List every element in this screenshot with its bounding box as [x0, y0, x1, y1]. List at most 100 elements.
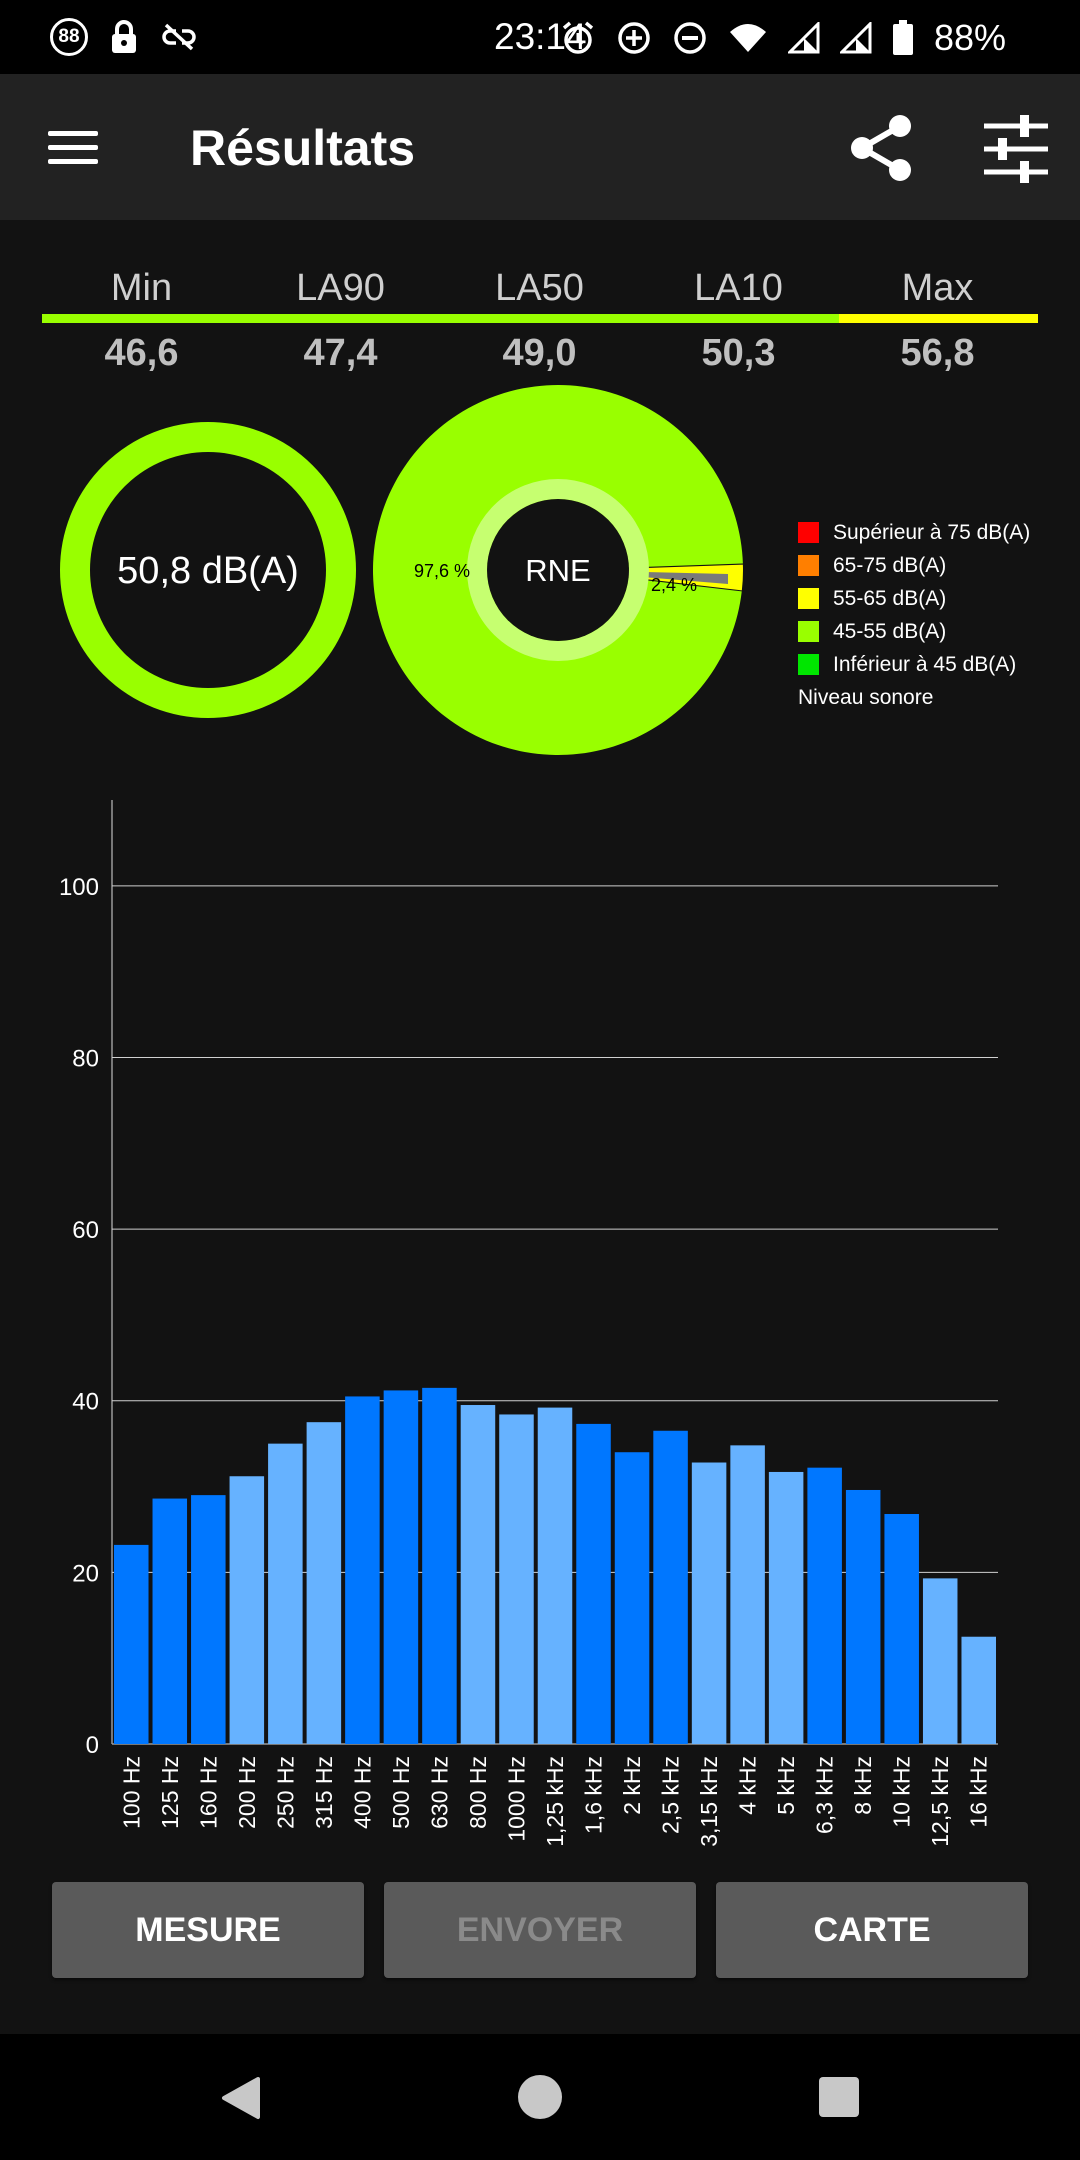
- legend-label: Supérieur à 75 dB(A): [833, 520, 1031, 544]
- legend-label: Inférieur à 45 dB(A): [833, 652, 1017, 676]
- stat-value-max: 56,8: [900, 332, 975, 374]
- legend-item: Inférieur à 45 dB(A): [798, 648, 1078, 681]
- x-tick-label: 5 kHz: [773, 1756, 799, 1815]
- rne-center-label: RNE: [525, 553, 590, 588]
- bar: [614, 1452, 650, 1744]
- y-tick-label: 100: [59, 874, 99, 901]
- y-tick-label: 60: [72, 1217, 99, 1244]
- x-tick-label: 315 Hz: [311, 1756, 337, 1829]
- x-tick-label: 10 kHz: [889, 1756, 915, 1828]
- x-tick-label: 250 Hz: [272, 1756, 298, 1829]
- y-tick-label: 0: [86, 1732, 99, 1759]
- bar: [191, 1495, 226, 1744]
- send-button[interactable]: ENVOYER: [384, 1882, 696, 1978]
- stat-label-la90: LA90: [296, 267, 385, 309]
- legend-label: 65-75 dB(A): [833, 553, 947, 577]
- home-icon[interactable]: [517, 2074, 563, 2120]
- rne-slice-label: 97,6 %: [414, 561, 470, 581]
- bar: [229, 1476, 265, 1744]
- x-tick-label: 2,5 kHz: [658, 1756, 684, 1834]
- data-saver-icon: [618, 22, 650, 54]
- legend-title: Niveau sonore: [798, 686, 934, 709]
- legend-label: 55-65 dB(A): [833, 586, 947, 610]
- bar: [268, 1443, 303, 1744]
- stat-bar-segment: [639, 314, 839, 323]
- bar: [884, 1514, 919, 1744]
- stat-bar-segment: [241, 314, 441, 323]
- speed-badge-icon: 88: [50, 18, 88, 56]
- navigation-bar: [0, 2034, 1080, 2160]
- x-tick-label: 1,25 kHz: [542, 1756, 568, 1847]
- link-off-icon: [162, 23, 196, 51]
- stats-panel: Min LA90 LA50 LA10 Max 46,6 47,4 49,0 50…: [42, 262, 1039, 383]
- x-tick-label: 8 kHz: [850, 1756, 876, 1815]
- bar: [922, 1578, 958, 1744]
- spectrum-bar-chart: 0 20 40 60 80 100 100 Hz 125 Hz 160 Hz 200 Hz 250 …: [59, 800, 998, 1847]
- tune-icon[interactable]: [980, 114, 1052, 184]
- donut-charts: 50,8 dB(A) RNE 97,6 % 2,4 %: [60, 384, 743, 755]
- do-not-disturb-icon: [674, 22, 706, 54]
- bar: [576, 1423, 611, 1744]
- app-bar: Résultats: [0, 74, 1080, 220]
- legend-swatch: [798, 588, 819, 609]
- x-tick-label: 1,6 kHz: [581, 1756, 607, 1834]
- share-icon[interactable]: [844, 110, 920, 186]
- legend-item: 45-55 dB(A): [798, 615, 1078, 648]
- bar: [460, 1405, 496, 1744]
- bar: [152, 1498, 188, 1744]
- stat-label-la10: LA10: [694, 267, 783, 309]
- wifi-icon: [729, 24, 766, 52]
- measure-button[interactable]: MESURE: [52, 1882, 364, 1978]
- battery-icon: [892, 20, 913, 55]
- stat-label-min: Min: [110, 267, 173, 309]
- y-tick-label: 40: [72, 1389, 99, 1416]
- stat-labels: Min LA90 LA50 LA10 Max: [42, 262, 1038, 314]
- status-right-icons: 88%: [560, 10, 1006, 66]
- bar: [845, 1489, 881, 1744]
- legend-swatch: [798, 654, 819, 675]
- stat-value-min: 46,6: [104, 332, 179, 374]
- lock-icon: [112, 20, 136, 53]
- x-tick-label: 630 Hz: [426, 1756, 452, 1829]
- y-tick-label: 20: [72, 1560, 99, 1587]
- signal-icon: [839, 22, 872, 54]
- recents-icon[interactable]: [818, 2076, 860, 2118]
- bar: [383, 1390, 419, 1744]
- action-buttons: MESURE ENVOYER CARTE: [52, 1882, 1028, 1978]
- bar: [691, 1462, 727, 1744]
- battery-percent: 88%: [933, 17, 1006, 58]
- x-tick-label: 400 Hz: [349, 1756, 375, 1829]
- x-tick-label: 16 kHz: [966, 1756, 992, 1828]
- legend: Supérieur à 75 dB(A) 65-75 dB(A) 55-65 d…: [798, 516, 1078, 714]
- x-tick-label: 200 Hz: [234, 1756, 260, 1829]
- x-tick-label: 6,3 kHz: [812, 1756, 838, 1834]
- bar: [114, 1544, 149, 1744]
- level-donut: [60, 422, 356, 718]
- stat-bar-segment: [838, 314, 1039, 323]
- x-tick-label: 800 Hz: [465, 1756, 491, 1829]
- rne-slice-label: 2,4 %: [651, 575, 697, 595]
- level-donut-label: 50,8 dB(A): [117, 550, 299, 592]
- rne-donut-hole: [487, 499, 629, 641]
- signal-icon: [787, 22, 820, 54]
- legend-swatch: [798, 555, 819, 576]
- map-button[interactable]: CARTE: [716, 1882, 1028, 1978]
- menu-icon[interactable]: [48, 131, 98, 165]
- stat-value-la90: 47,4: [303, 332, 378, 374]
- x-tick-label: 2 kHz: [619, 1756, 645, 1815]
- stat-bar-segment: [440, 314, 640, 323]
- back-icon[interactable]: [218, 2075, 262, 2121]
- legend-item: Supérieur à 75 dB(A): [798, 516, 1078, 549]
- bar: [345, 1396, 380, 1744]
- legend-swatch: [798, 621, 819, 642]
- legend-swatch: [798, 522, 819, 543]
- bar: [422, 1387, 457, 1744]
- bar: [537, 1407, 573, 1744]
- alarm-icon: [562, 21, 594, 54]
- x-tick-label: 3,15 kHz: [696, 1756, 722, 1847]
- status-left-icons: 88: [50, 14, 198, 60]
- x-tick-label: 500 Hz: [388, 1756, 414, 1829]
- stat-value-la10: 50,3: [701, 332, 776, 374]
- bar: [499, 1414, 534, 1744]
